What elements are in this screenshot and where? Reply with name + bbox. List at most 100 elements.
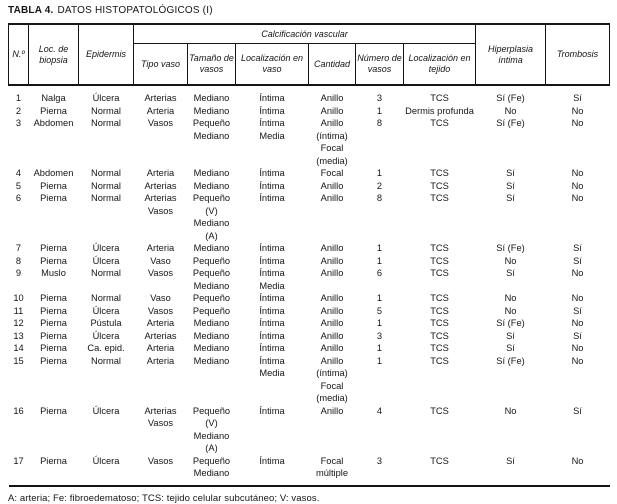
table-cell: Abdomen xyxy=(33,118,74,128)
table-cell: No xyxy=(571,118,584,128)
table-cell: Pierna xyxy=(40,293,67,303)
table-cell: Normal xyxy=(91,118,121,128)
table-cell: 6 xyxy=(15,193,22,203)
table-cell: 1 xyxy=(376,293,383,303)
table-cell: Pierna xyxy=(40,330,67,341)
table-cell: Anillo xyxy=(320,293,344,303)
table-cell: 3 xyxy=(376,330,383,341)
table-cell: No xyxy=(571,293,584,303)
table-cell: 3 xyxy=(376,93,383,103)
table-cell: 1 xyxy=(376,105,383,116)
table-cell: TCS xyxy=(430,318,449,328)
table-cell: Íntima xyxy=(259,255,285,266)
table-cell: Íntima xyxy=(259,343,285,353)
table-cell: Pierna xyxy=(40,355,67,366)
col-header-vessel-type: Tipo vaso xyxy=(133,42,188,86)
table-cell: 8 xyxy=(376,118,383,128)
table-cell: Mediano xyxy=(193,355,230,366)
table-cell: Íntima xyxy=(259,330,285,341)
table-cell: 1 xyxy=(376,255,383,266)
table-cell: Pequeño (V) Mediano (A) xyxy=(192,193,231,241)
table-cell: Anillo xyxy=(320,180,344,191)
table-cell: Mediano xyxy=(193,93,230,103)
table-cell: Úlcera xyxy=(92,455,120,466)
table-cell: No xyxy=(571,168,584,178)
table-cell: Íntima xyxy=(259,318,285,328)
table-cell: Arterias xyxy=(144,330,177,341)
table-cell: Vaso xyxy=(150,293,171,303)
table-cell: Arterias Vasos xyxy=(144,405,177,429)
table-cell: No xyxy=(504,255,517,266)
table-cell: TCS xyxy=(430,305,449,316)
table-cell: Sí (Fe) xyxy=(496,355,525,366)
table-cell: Íntima xyxy=(259,305,285,316)
table-cell: Pierna xyxy=(40,305,67,316)
table-cell: Íntima Media xyxy=(259,118,285,141)
col-header-biopsy-location: Loc. de biopsia xyxy=(28,23,79,86)
col-header-location-in-vessel: Localización en vaso xyxy=(235,42,309,86)
table-cell: Pústula xyxy=(90,318,122,328)
table-cell: Pierna xyxy=(40,243,67,253)
table-cell: 5 xyxy=(15,180,22,191)
table-cell: Anillo xyxy=(320,255,344,266)
table-cell: No xyxy=(504,105,517,116)
table-cell: 16 xyxy=(13,405,24,416)
table-cell: Sí xyxy=(573,330,582,341)
table-row: 9 Muslo Normal Vasos Pequeño Mediano Íntima M… xyxy=(9,267,610,292)
col-header-vessel-size: Tamaño de vasos xyxy=(187,42,236,86)
table-cell: Anillo xyxy=(320,93,344,103)
table-cell: Pierna xyxy=(40,405,67,416)
table-cell: TCS xyxy=(430,180,449,191)
table-cell: No xyxy=(571,455,584,466)
table-cell: Arteria xyxy=(146,105,175,116)
table-cell: No xyxy=(504,293,517,303)
table-cell: No xyxy=(571,355,584,366)
table-cell: Ca. epid. xyxy=(87,343,125,353)
table-cell: Sí xyxy=(573,305,582,316)
table-cell: Íntima xyxy=(259,168,285,178)
table-cell: Anillo xyxy=(320,305,344,316)
table-cell: 2 xyxy=(15,105,22,116)
table-cell: Arteria xyxy=(146,168,175,178)
table-cell: Vasos xyxy=(147,305,174,316)
table-row: 3 Abdomen Normal Vasos Pequeño Mediano Íntima… xyxy=(9,117,610,167)
table-cell: 6 xyxy=(376,268,383,278)
table-cell: 12 xyxy=(13,318,24,328)
table-cell: Sí (Fe) xyxy=(496,243,525,253)
table-cell: Mediano xyxy=(193,243,230,253)
table-cell: Pierna xyxy=(40,105,67,116)
table-cell: Mediano xyxy=(193,105,230,116)
table-cell: Anillo xyxy=(320,105,344,116)
table-cell: Mediano xyxy=(193,318,230,328)
table-cell: Dermis profunda xyxy=(405,105,474,116)
table-cell: 2 xyxy=(376,180,383,191)
table-cell: Íntima xyxy=(259,293,285,303)
table-cell: Focal múltiple xyxy=(315,455,349,479)
table-cell: Úlcera xyxy=(92,93,120,103)
table-cell: Normal xyxy=(91,193,121,203)
table-row: 13 Pierna Úlcera Arterias Mediano Íntima Anill… xyxy=(9,330,610,343)
table-cell: Arterias Vasos xyxy=(144,193,177,216)
table-cell: Pequeño xyxy=(192,293,231,303)
table-cell: 8 xyxy=(376,193,383,203)
table-cell: Sí xyxy=(506,180,515,191)
col-header-epidermis: Epidermis xyxy=(78,23,134,86)
table-title: TABLA 4. DATOS HISTOPATOLÓGICOS (I) xyxy=(8,5,609,16)
table-cell: Anillo (íntima) Focal (media) xyxy=(316,355,348,404)
table-cell: 7 xyxy=(15,243,22,253)
table-cell: Mediano xyxy=(193,180,230,191)
table-cell: TCS xyxy=(430,255,449,266)
table-row: 4 Abdomen Normal Arteria Mediano Íntima Focal 1… xyxy=(9,167,610,180)
table-cell: Úlcera xyxy=(92,255,120,266)
table-cell: Pequeño (V) Mediano (A) xyxy=(192,405,231,454)
table-header: N.º Loc. de biopsia Epidermis Calcificac… xyxy=(8,23,611,86)
table-cell: Vasos xyxy=(147,268,174,278)
table-cell: Úlcera xyxy=(92,330,120,341)
table-cell: TCS xyxy=(430,268,449,278)
table-cell: Sí (Fe) xyxy=(496,93,525,103)
table-cell: No xyxy=(571,343,584,353)
table-row: 14 Pierna Ca. epid. Arteria Mediano Íntima Ani… xyxy=(9,342,610,355)
table-cell: Vaso xyxy=(150,255,171,266)
table-cell: Normal xyxy=(91,268,121,278)
table-cell: Mediano xyxy=(193,330,230,341)
